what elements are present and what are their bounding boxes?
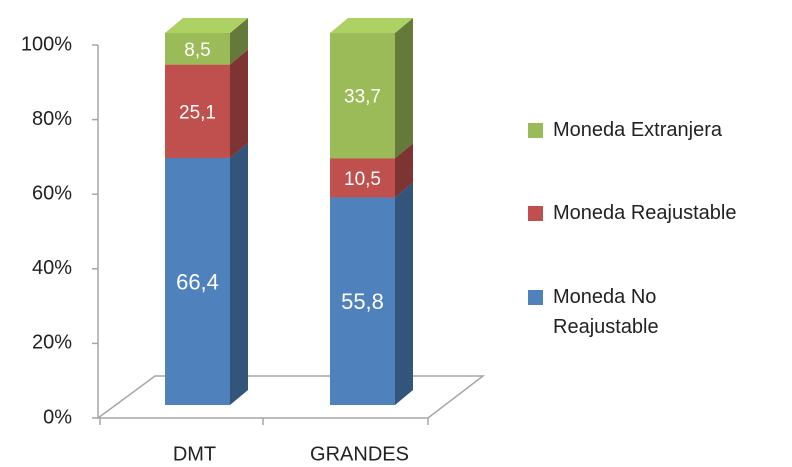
y-tick-label: 40% — [32, 257, 72, 279]
legend-label: Moneda Reajustable — [553, 202, 737, 224]
bar-side — [395, 18, 413, 159]
floor — [95, 375, 486, 419]
legend-item: Moneda Extranjera — [528, 115, 788, 145]
y-tick-label: 0% — [43, 406, 72, 428]
y-tick-label: 60% — [32, 182, 72, 204]
y-tick-label: 80% — [32, 108, 72, 130]
bar-top — [330, 18, 413, 33]
bar-front — [330, 158, 395, 198]
legend-item: Moneda No Reajustable — [528, 282, 788, 342]
y-tick-label: 100% — [21, 33, 72, 55]
bar-front — [165, 157, 230, 405]
legend-swatch — [528, 206, 543, 221]
bar-segment — [330, 18, 413, 159]
data-label: 25,1 — [179, 102, 216, 123]
legend-label: Moneda No Reajustable — [553, 286, 659, 338]
data-label: 10,5 — [344, 169, 381, 190]
y-tick-label: 20% — [32, 332, 72, 354]
bar-side — [230, 49, 248, 158]
data-label: 8,5 — [184, 40, 210, 61]
bar-side — [395, 182, 413, 405]
bar-side — [230, 18, 248, 65]
bar-front — [165, 64, 230, 158]
bar-segment — [165, 18, 248, 65]
legend-label: Moneda Extranjera — [553, 119, 722, 141]
bar-front — [330, 33, 395, 159]
data-label: 33,7 — [344, 87, 381, 108]
bar-segment — [330, 182, 413, 405]
x-tick-label: GRANDES — [310, 443, 409, 465]
legend-swatch — [528, 123, 543, 138]
bar-front — [165, 33, 230, 65]
bar-top — [165, 18, 248, 33]
data-label: 55,8 — [341, 289, 384, 314]
x-tick-label: DMT — [173, 443, 216, 465]
bar-front — [330, 197, 395, 405]
legend-swatch — [528, 290, 543, 305]
bar-side — [230, 142, 248, 405]
data-label: 66,4 — [176, 269, 219, 294]
bar-side — [395, 143, 413, 198]
legend-item: Moneda Reajustable — [528, 198, 788, 228]
